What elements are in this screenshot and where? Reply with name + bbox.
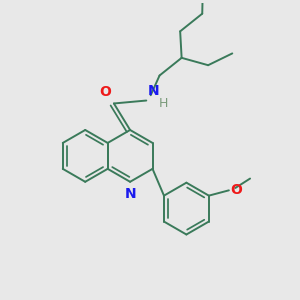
Text: N: N (148, 84, 159, 98)
Text: H: H (159, 97, 168, 110)
Text: N: N (124, 187, 136, 201)
Text: O: O (230, 183, 242, 197)
Text: O: O (100, 85, 112, 99)
